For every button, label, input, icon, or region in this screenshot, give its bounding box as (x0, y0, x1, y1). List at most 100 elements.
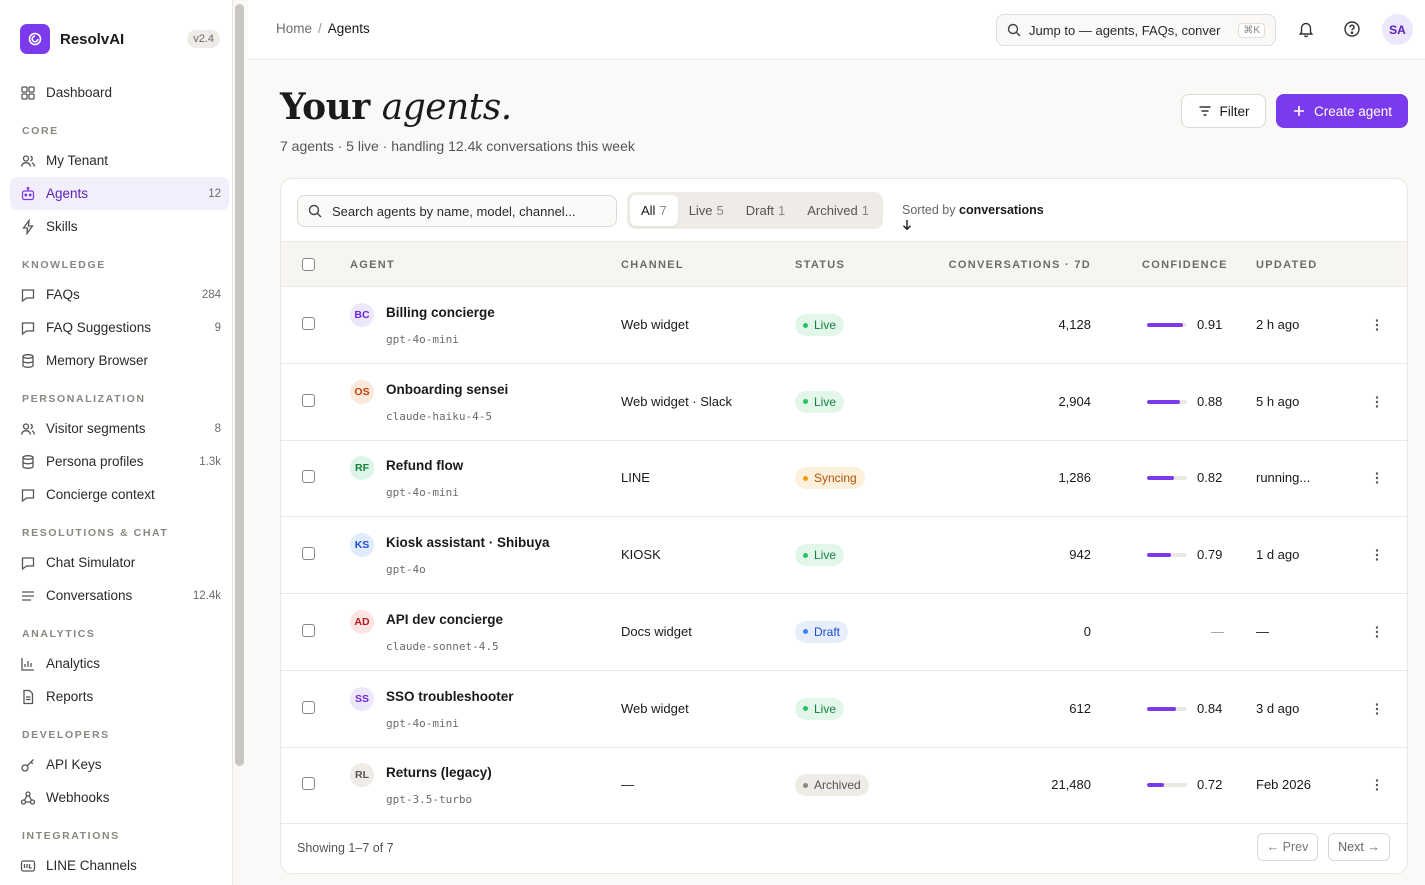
filter-button[interactable]: Filter (1181, 94, 1266, 128)
confidence-value: 0.72 (1197, 777, 1223, 793)
sidebar-item-memory-browser[interactable]: Memory Browser (10, 344, 229, 377)
select-all-checkbox[interactable] (302, 258, 315, 271)
more-vertical-icon[interactable] (1371, 624, 1383, 640)
sidebar-item-api-keys[interactable]: API Keys (10, 748, 229, 781)
bar-chart-icon (20, 656, 36, 672)
table-row[interactable]: KS Kiosk assistant · Shibuya gpt-4o KIOS… (281, 517, 1407, 595)
sidebar-item-line-channels[interactable]: LINE Channels (10, 849, 229, 882)
sidebar-item-label: LINE Channels (46, 858, 137, 873)
column-confidence[interactable]: CONFIDENCE (1142, 259, 1228, 271)
global-search-input[interactable]: Jump to — agents, FAQs, conver ⌘K (996, 14, 1276, 46)
sidebar-item-skills[interactable]: Skills (10, 210, 229, 243)
breadcrumb-home[interactable]: Home (276, 21, 313, 36)
row-checkbox[interactable] (302, 777, 315, 791)
status-badge: Live (795, 697, 845, 720)
agent-channel: Web widget (621, 317, 689, 332)
agent-name[interactable]: Kiosk assistant · Shibuya (386, 535, 550, 551)
status-dot-icon (803, 399, 808, 405)
sidebar-item-analytics[interactable]: Analytics (10, 647, 229, 680)
table-row[interactable]: AD API dev concierge claude-sonnet-4.5 D… (281, 594, 1407, 671)
agent-name[interactable]: Billing concierge (386, 305, 495, 320)
status-dot-icon (803, 322, 808, 328)
more-vertical-icon[interactable] (1371, 317, 1383, 333)
sidebar-item-label: My Tenant (46, 153, 109, 168)
agent-name[interactable]: Onboarding sensei (386, 381, 509, 397)
sidebar-item-agents[interactable]: Agents 12 (10, 177, 229, 210)
sidebar-item-label: Analytics (46, 656, 101, 671)
tab-all[interactable]: All 7 (630, 195, 678, 226)
agent-search-input[interactable]: Search agents by name, model, channel... (297, 195, 617, 227)
sidebar-item-label: API Keys (46, 757, 102, 772)
sort-indicator[interactable]: Sorted by conversations (902, 203, 1044, 231)
status-badge: Draft (795, 620, 849, 643)
agent-updated: 3 d ago (1256, 700, 1300, 716)
table-row[interactable]: SS SSO troubleshooter gpt-4o-mini Web wi… (281, 671, 1407, 748)
sidebar-item-persona-profiles[interactable]: Persona profiles 1.3k (10, 445, 229, 478)
agent-channel: — (621, 777, 634, 793)
table-row[interactable]: BC Billing concierge gpt-4o-mini Web wid… (281, 287, 1407, 364)
help-icon[interactable] (1343, 20, 1361, 38)
agent-avatar: AD (350, 609, 374, 634)
agent-model: claude-haiku-4-5 (386, 409, 492, 423)
tab-label: Archived (807, 203, 858, 218)
agent-name[interactable]: API dev concierge (386, 611, 504, 627)
row-checkbox[interactable] (302, 393, 315, 407)
agents-table-card: Search agents by name, model, channel...… (280, 178, 1408, 874)
column-channel[interactable]: CHANNEL (621, 259, 684, 271)
table-row[interactable]: RF Refund flow gpt-4o-mini LINE Syncing … (281, 440, 1407, 518)
column-status[interactable]: STATUS (795, 259, 846, 271)
user-avatar[interactable]: SA (1382, 14, 1413, 45)
tab-live[interactable]: Live 5 (678, 195, 735, 226)
sidebar-item-chat-simulator[interactable]: Chat Simulator (10, 546, 229, 579)
status-label: Live (814, 318, 837, 332)
agent-name[interactable]: SSO troubleshooter (386, 688, 514, 704)
plus-icon (1292, 104, 1306, 118)
nav-section-title: CORE (22, 125, 59, 137)
agent-conversations: 0 (1083, 623, 1091, 639)
more-vertical-icon[interactable] (1371, 470, 1383, 486)
sidebar-item-concierge-context[interactable]: Concierge context (10, 478, 229, 511)
next-page-button[interactable]: Next → (1328, 833, 1390, 861)
row-checkbox[interactable] (302, 623, 315, 637)
row-checkbox[interactable] (302, 317, 315, 330)
table-row[interactable]: RL Returns (legacy) gpt-3.5-turbo — Arch… (281, 747, 1407, 825)
tab-count: 1 (777, 203, 786, 218)
agent-name[interactable]: Refund flow (386, 458, 464, 474)
sidebar-item-visitor-segments[interactable]: Visitor segments 8 (10, 412, 229, 445)
column-agent[interactable]: AGENT (350, 259, 395, 271)
column-conversations[interactable]: CONVERSATIONS · 7D (948, 259, 1091, 271)
sidebar-item-label: Webhooks (46, 790, 110, 805)
tab-archived[interactable]: Archived 1 (796, 195, 880, 226)
sidebar-item-my-tenant[interactable]: My Tenant (10, 144, 229, 177)
create-agent-button[interactable]: Create agent (1276, 94, 1408, 128)
row-checkbox[interactable] (302, 700, 315, 714)
table-row[interactable]: OS Onboarding sensei claude-haiku-4-5 We… (281, 364, 1407, 441)
more-vertical-icon[interactable] (1371, 394, 1383, 410)
more-vertical-icon[interactable] (1371, 547, 1383, 563)
sidebar-item-conversations[interactable]: Conversations 12.4k (10, 579, 229, 612)
prev-page-button[interactable]: ← Prev (1257, 833, 1318, 861)
sidebar-item-dashboard[interactable]: Dashboard (10, 76, 229, 109)
sidebar-item-reports[interactable]: Reports (10, 680, 229, 713)
column-updated[interactable]: UPDATED (1256, 259, 1318, 271)
sort-prefix: Sorted by (902, 203, 956, 217)
sidebar-scrollbar-thumb[interactable] (235, 4, 244, 766)
sidebar-nav: Dashboard CORE My Tenant Agents 12 Skills KNO… (10, 76, 229, 882)
more-vertical-icon[interactable] (1371, 701, 1383, 717)
tab-count: 7 (659, 203, 667, 218)
more-vertical-icon[interactable] (1371, 777, 1383, 793)
sidebar-item-faqs[interactable]: FAQs 284 (10, 278, 229, 311)
sidebar-item-label: FAQ Suggestions (46, 320, 152, 335)
bell-icon[interactable] (1297, 20, 1315, 38)
row-checkbox[interactable] (302, 547, 315, 561)
sidebar-item-webhooks[interactable]: Webhooks (10, 781, 229, 814)
confidence-bar (1147, 399, 1187, 404)
row-checkbox[interactable] (302, 470, 315, 484)
sidebar-item-faq-suggestions[interactable]: FAQ Suggestions 9 (10, 311, 229, 344)
agent-model: claude-sonnet-4.5 (386, 639, 499, 653)
tab-draft[interactable]: Draft 1 (735, 195, 796, 226)
agent-name[interactable]: Returns (legacy) (386, 765, 492, 781)
sidebar-item-label: Visitor segments (46, 421, 146, 436)
nav-section-title: KNOWLEDGE (22, 259, 106, 271)
brand[interactable]: ResolvAI v2.4 (20, 24, 220, 54)
